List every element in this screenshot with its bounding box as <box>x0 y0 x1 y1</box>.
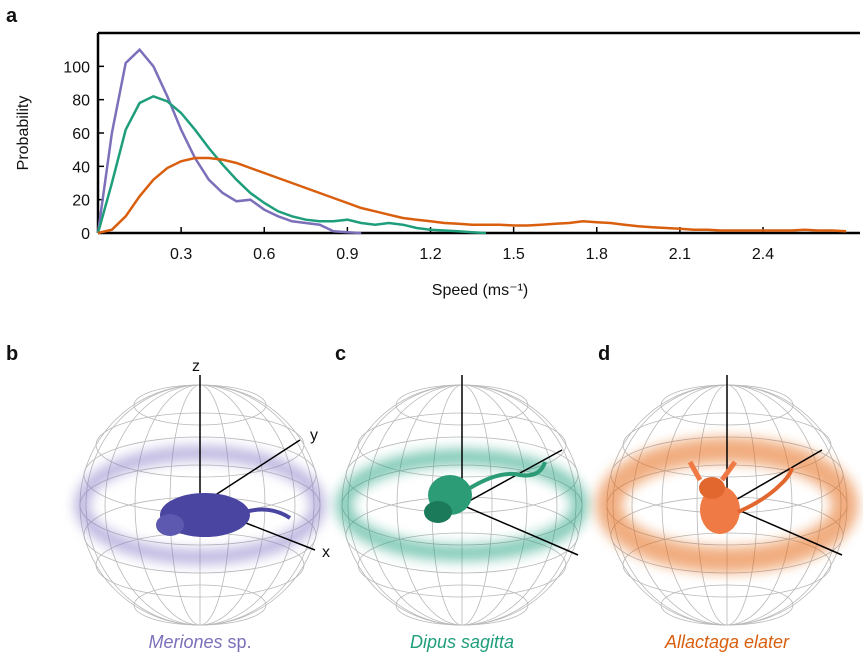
panel-c: c Dipus sagitta <box>335 343 588 652</box>
x-tick-label: 1.8 <box>586 246 608 263</box>
animal-tail <box>468 461 547 490</box>
animal-tail <box>737 467 794 514</box>
animal-head <box>156 514 184 536</box>
x-tick-label: 1.2 <box>419 246 441 263</box>
line-series <box>96 47 362 235</box>
animal-head <box>424 501 452 523</box>
caption-rest: sp. <box>223 632 252 652</box>
x-tick-label: 0.9 <box>336 246 358 263</box>
x-tick-label: 0.3 <box>170 246 192 263</box>
y-tick-label: 0 <box>81 226 90 243</box>
panel-b: b z y x Meriones sp. <box>6 343 330 652</box>
caption-genus: Meriones <box>148 632 222 652</box>
y-tick-label: 40 <box>72 159 90 176</box>
x-tick-label: 2.1 <box>669 246 691 263</box>
caption: Dipus sagitta <box>410 632 514 652</box>
y-tick-label: 60 <box>72 126 90 143</box>
panel-label: b <box>6 343 18 365</box>
animal-tail <box>244 507 292 520</box>
x-axis <box>726 504 843 556</box>
y-tick-label: 20 <box>72 193 90 210</box>
caption: Meriones sp. <box>148 632 251 652</box>
x-axis-label: Speed (ms⁻¹) <box>432 282 528 299</box>
panel-label: c <box>335 343 346 365</box>
y-tick-label: 100 <box>63 59 90 76</box>
axis-label: x <box>322 544 330 561</box>
axis-label: z <box>192 358 200 375</box>
axis-label: y <box>310 427 318 444</box>
caption: Allactaga elater <box>664 632 790 652</box>
y-tick-label: 80 <box>72 93 90 110</box>
line-series <box>97 156 847 235</box>
panel-label: a <box>6 5 18 27</box>
x-tick-label: 1.5 <box>503 246 525 263</box>
line-series <box>96 94 486 235</box>
y-axis <box>726 449 823 506</box>
panel-d: d Allactaga elater <box>596 343 858 652</box>
y-axis-label: Probability <box>15 96 32 171</box>
panel-label: d <box>598 343 610 365</box>
x-axis <box>461 504 579 556</box>
animal-ears <box>687 460 738 482</box>
x-tick-label: 2.4 <box>752 246 774 263</box>
y-axis <box>461 449 563 506</box>
x-tick-label: 0.6 <box>253 246 275 263</box>
animal-head <box>699 477 725 499</box>
